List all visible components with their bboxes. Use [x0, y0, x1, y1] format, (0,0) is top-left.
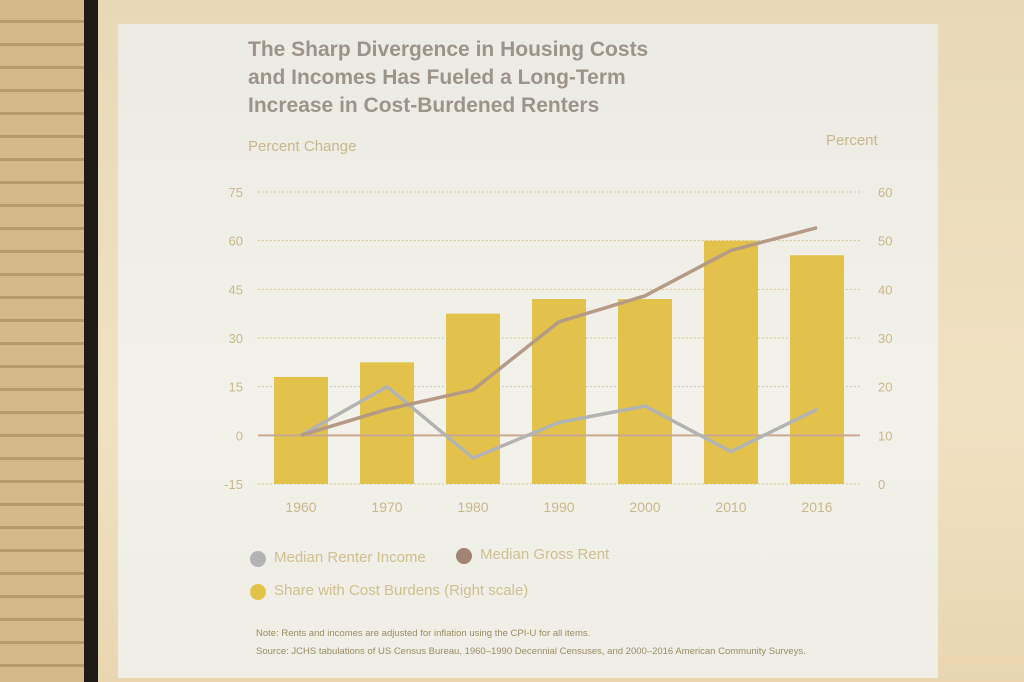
legend-rent-swatch [456, 548, 472, 564]
title-line-2: and Incomes Has Fueled a Long-Term [248, 66, 626, 89]
legend-rent-label: Median Gross Rent [480, 546, 610, 563]
x-tick-label: 1980 [457, 499, 488, 515]
left-axis-label: Percent Change [248, 138, 357, 155]
bar-2010 [704, 240, 758, 484]
left-tick-label: 15 [229, 380, 243, 395]
bar-1970 [360, 362, 414, 484]
left-tick-label: 75 [229, 185, 243, 200]
right-tick-label: 20 [878, 380, 892, 395]
x-tick-label: 2016 [801, 499, 832, 515]
left-tick-label: 30 [229, 331, 243, 346]
brick-wall [0, 0, 90, 682]
right-tick-label: 30 [878, 331, 892, 346]
chart-title: The Sharp Divergence in Housing Costs an… [248, 36, 748, 120]
left-tick-label: -15 [224, 477, 243, 492]
income-line [300, 384, 818, 460]
chart-note: Note: Rents and incomes are adjusted for… [256, 628, 591, 639]
bar-2000 [618, 299, 672, 484]
left-tick-label: 45 [229, 282, 243, 297]
legend-income-label: Median Renter Income [274, 549, 426, 566]
x-tick-label: 1960 [285, 499, 316, 515]
rent-line [300, 225, 818, 438]
x-tick-label: 2000 [629, 499, 660, 515]
right-tick-label: 10 [878, 428, 892, 443]
x-tick-label: 1990 [543, 499, 574, 515]
bar-1980 [446, 313, 500, 484]
left-tick-label: 60 [229, 234, 243, 249]
bar-2016 [790, 255, 844, 484]
right-axis-label: Percent [826, 132, 878, 149]
x-tick-label: 2010 [715, 499, 746, 515]
right-tick-label: 0 [878, 477, 885, 492]
right-tick-label: 50 [878, 234, 892, 249]
left-tick-label: 0 [236, 428, 243, 443]
right-tick-label: 60 [878, 185, 892, 200]
title-line-1: The Sharp Divergence in Housing Costs [248, 38, 649, 61]
chart-source: Source: JCHS tabulations of US Census Bu… [256, 646, 806, 657]
right-tick-label: 40 [878, 282, 892, 297]
legend-income-swatch [250, 551, 266, 567]
x-tick-label: 1970 [371, 499, 402, 515]
title-line-3: Increase in Cost-Burdened Renters [248, 94, 600, 117]
legend-burden-label: Share with Cost Burdens (Right scale) [274, 582, 529, 599]
legend-burden-swatch [250, 584, 266, 600]
bar-1990 [532, 299, 586, 484]
